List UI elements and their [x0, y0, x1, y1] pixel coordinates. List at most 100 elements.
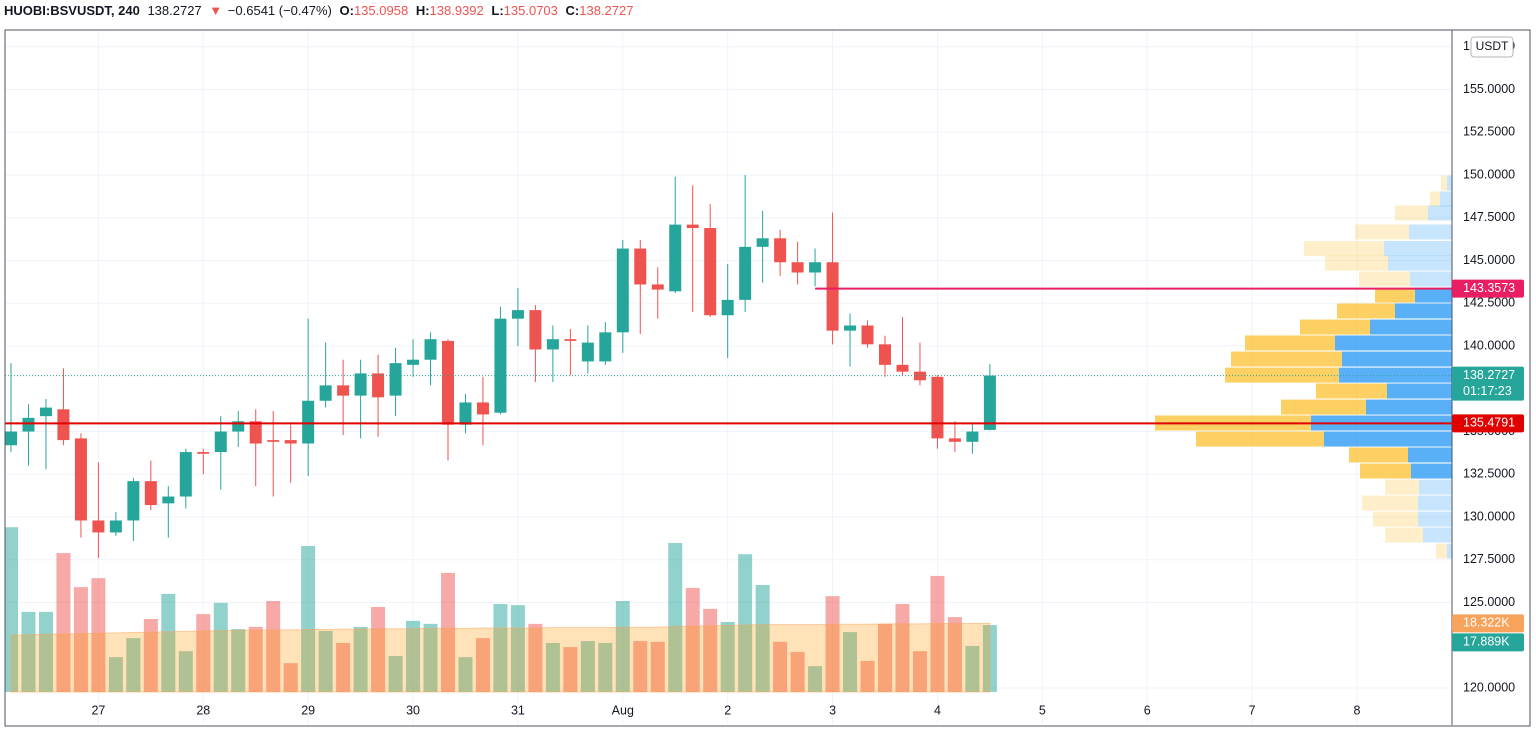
- candle-body: [721, 299, 734, 316]
- profile-up: [1366, 399, 1452, 415]
- candle-body: [931, 376, 944, 439]
- volume-bar: [895, 604, 910, 692]
- volume-bar: [545, 642, 560, 692]
- volume-bar: [843, 632, 858, 692]
- candle-body: [284, 440, 297, 444]
- profile-down: [1362, 495, 1418, 511]
- candle-body: [74, 438, 87, 521]
- profile-down: [1436, 543, 1447, 559]
- profile-up: [1395, 303, 1452, 319]
- candle-body: [354, 373, 367, 396]
- profile-down: [1441, 175, 1447, 191]
- volume-bar: [563, 647, 578, 692]
- profile-down: [1325, 255, 1388, 271]
- volume-bar: [668, 542, 683, 692]
- profile-up: [1370, 319, 1452, 335]
- volume-bar: [318, 630, 333, 692]
- profile-down: [1196, 431, 1324, 447]
- candle-body: [861, 325, 874, 345]
- x-tick-label: 8: [1353, 703, 1360, 717]
- volume-bar: [598, 642, 613, 692]
- price-label: 138.2727: [1463, 368, 1515, 382]
- candle-body: [5, 431, 17, 446]
- volume-bar: [441, 572, 455, 692]
- profile-down: [1304, 241, 1384, 257]
- x-tick-label: 30: [406, 703, 420, 717]
- candle-body: [442, 340, 454, 425]
- candle-body: [144, 481, 157, 506]
- plot: [5, 30, 1452, 725]
- candle-body: [39, 407, 52, 417]
- candle-body: [879, 344, 891, 365]
- profile-down: [1385, 479, 1419, 495]
- profile-up: [1335, 335, 1452, 351]
- countdown: 01:17:23: [1463, 384, 1512, 398]
- close-label: C:: [565, 3, 580, 18]
- profile-down: [1430, 191, 1440, 207]
- profile-down: [1349, 447, 1408, 463]
- volume-bar: [475, 638, 490, 692]
- volume-bar: [720, 621, 735, 692]
- candle-body: [302, 400, 315, 444]
- line-label: 143.3573: [1463, 281, 1515, 295]
- volume-bar: [773, 641, 788, 692]
- price-label-box: [1452, 366, 1524, 401]
- profile-down: [1300, 319, 1370, 335]
- candle-body: [599, 332, 612, 362]
- profile-up: [1408, 447, 1452, 463]
- profile-down: [1245, 335, 1335, 351]
- open-value: 135.0958: [353, 3, 409, 18]
- high-value: 138.9392: [429, 3, 484, 18]
- candle-body: [249, 421, 262, 444]
- candle-body: [651, 284, 664, 290]
- y-tick-label: 155.0000: [1463, 82, 1515, 96]
- volume-bar: [283, 663, 298, 692]
- profile-down: [1385, 527, 1423, 543]
- currency: USDT: [1476, 39, 1509, 53]
- candle-body: [669, 224, 682, 292]
- volume-bar: [406, 620, 421, 692]
- profile-down: [1375, 287, 1415, 303]
- candle-body: [564, 339, 577, 341]
- candle-body: [844, 325, 857, 331]
- candle-body: [476, 402, 489, 415]
- volume-bar: [91, 578, 106, 692]
- volume-bar: [528, 623, 543, 692]
- volume-bar: [580, 641, 595, 692]
- volume-bar: [126, 638, 141, 692]
- volume-bar: [248, 626, 263, 692]
- x-tick-label: 31: [511, 703, 525, 717]
- candle-body: [756, 238, 769, 247]
- candle-body: [739, 246, 752, 300]
- volume-bar: [213, 602, 228, 692]
- x-tick-label: 3: [829, 703, 836, 717]
- candle-body: [459, 402, 472, 425]
- last-price: 138.2727: [147, 3, 202, 18]
- volume-bar: [143, 618, 158, 692]
- x-tick-label: 27: [91, 703, 105, 717]
- candle-body: [546, 339, 559, 350]
- low-label: L:: [491, 3, 504, 18]
- profile-up: [1419, 479, 1452, 495]
- volume-bar: [38, 611, 53, 692]
- candle-body: [162, 496, 175, 504]
- profile-up: [1342, 351, 1452, 367]
- volume-bar: [860, 660, 875, 692]
- profile-down: [1359, 271, 1410, 287]
- candle-body: [319, 385, 332, 401]
- volume-bar: [650, 641, 665, 692]
- volume-bar: [21, 611, 36, 692]
- volume-bar: [965, 645, 980, 692]
- open-label: O:: [339, 3, 354, 18]
- line-label-box: [1452, 279, 1524, 298]
- candle-body: [826, 262, 839, 331]
- candle-body: [616, 248, 629, 333]
- volume-ma-label-box: [1452, 614, 1524, 633]
- line-label-box: [1452, 414, 1524, 433]
- volume-bar: [353, 626, 368, 692]
- volume-bar: [423, 623, 438, 692]
- volume-bar: [738, 554, 753, 692]
- volume-bar: [493, 604, 508, 692]
- candle-body: [92, 520, 105, 533]
- y-tick-label: 147.5000: [1463, 210, 1515, 224]
